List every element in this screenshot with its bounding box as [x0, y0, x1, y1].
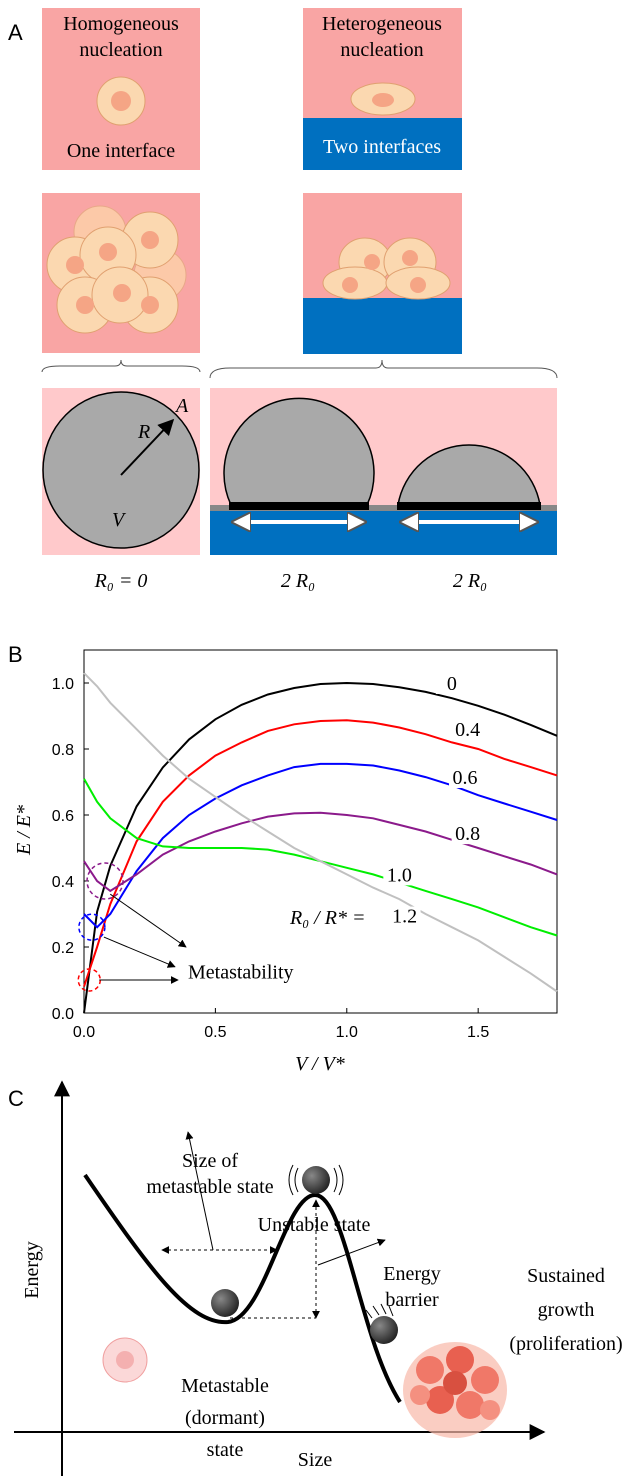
series-prefix: R₀ / R* =	[289, 907, 365, 929]
x-tick-label: 0.5	[204, 1024, 226, 1041]
nucleus	[372, 93, 394, 107]
series-line	[83, 778, 558, 937]
series-line	[83, 811, 558, 893]
label-bg	[383, 865, 416, 886]
bottom-label: R₀ = 0	[94, 570, 148, 592]
series-line	[83, 672, 558, 993]
label: Unstable state	[258, 1214, 371, 1236]
x-axis-label: V / V*	[295, 1053, 345, 1075]
pointer	[317, 1238, 386, 1266]
caption: One interface	[67, 140, 175, 162]
series-label: 0.8	[455, 823, 480, 845]
series-line	[83, 681, 558, 1014]
sphere-label: R	[137, 421, 150, 443]
brace	[209, 359, 558, 379]
motion	[365, 1303, 394, 1319]
label-bg	[451, 824, 484, 845]
x-tick-label: 0.0	[73, 1024, 95, 1041]
interface	[210, 505, 557, 511]
ball	[302, 1166, 330, 1194]
series-line	[83, 762, 558, 929]
ball	[211, 1289, 239, 1317]
panel-letter: C	[8, 1086, 24, 1111]
sphere-label: V	[112, 509, 127, 531]
title: Heterogeneous	[322, 13, 442, 35]
panel-c: C Size Energy Size of metastable state U…	[8, 1080, 623, 1476]
bottom-label: 2 R₀	[281, 570, 315, 592]
label: Metastable	[181, 1375, 269, 1397]
label: state	[207, 1439, 244, 1461]
cap	[397, 444, 541, 506]
title: nucleation	[340, 39, 423, 61]
panel-b: B V / V* E / E* 0.0 0.5 1.0 1.5 0.0 0.2 0.4 0.6…	[8, 642, 558, 1075]
y-tick-label: 0.4	[52, 874, 74, 891]
cell-cluster	[46, 205, 187, 334]
contact	[229, 502, 369, 510]
y-axis-label: Energy	[21, 1241, 43, 1298]
label: growth	[538, 1299, 595, 1321]
caption: Two interfaces	[323, 136, 441, 158]
label: Sustained	[527, 1265, 605, 1287]
label: (dormant)	[185, 1407, 265, 1429]
label: metastable state	[146, 1176, 273, 1198]
annotation: Metastability	[188, 961, 294, 983]
pointer	[185, 1131, 214, 1251]
series-label: 0.4	[455, 719, 480, 741]
dormant-cell	[102, 1337, 148, 1383]
cell-cluster	[322, 237, 451, 300]
title: nucleation	[79, 39, 162, 61]
pointer	[103, 936, 176, 968]
x-axis-label: Size	[298, 1449, 333, 1471]
sphere-label: A	[174, 395, 189, 417]
label-bg	[451, 720, 484, 741]
substrate	[303, 118, 462, 170]
substrate	[210, 505, 557, 555]
y-axis-label: E / E*	[13, 805, 35, 856]
label-bg	[435, 673, 468, 694]
series-line	[83, 719, 558, 987]
label: barrier	[385, 1289, 439, 1311]
x-tick-label: 1.0	[336, 1024, 358, 1041]
label: Size of	[182, 1150, 238, 1172]
cap	[223, 397, 375, 506]
series-label: 1.2	[392, 906, 417, 928]
bottom-label: 2 R₀	[453, 570, 487, 592]
panel-letter: B	[8, 642, 23, 667]
panel-a: A Homogeneous nucleation One interface H…	[8, 8, 558, 592]
nucleus	[111, 91, 131, 111]
label-bg	[449, 768, 482, 788]
highlight	[78, 913, 106, 941]
ball	[370, 1316, 398, 1344]
x-tick-label: 1.5	[467, 1024, 489, 1041]
vibration	[288, 1164, 344, 1196]
label: Energy	[383, 1263, 440, 1285]
y-tick-label: 1.0	[52, 676, 74, 693]
proliferating-cells	[403, 1342, 507, 1438]
y-tick-label: 0.2	[52, 940, 74, 957]
highlight	[86, 862, 124, 900]
substrate	[303, 298, 462, 354]
radius-arrow	[120, 418, 175, 476]
label: (proliferation)	[509, 1333, 622, 1355]
contact	[397, 502, 541, 510]
series-label: 0.6	[453, 767, 478, 789]
title: Homogeneous	[63, 13, 179, 35]
y-tick-label: 0.6	[52, 808, 74, 825]
panel-letter: A	[8, 20, 23, 45]
pointer	[109, 893, 187, 948]
brace	[41, 359, 201, 373]
y-tick-label: 0.8	[52, 742, 74, 759]
y-tick-label: 0.0	[52, 1006, 74, 1023]
plot-frame	[83, 649, 558, 1014]
series-label: 0	[447, 673, 457, 695]
label-bg	[388, 906, 421, 927]
series-label: 1.0	[387, 864, 412, 886]
